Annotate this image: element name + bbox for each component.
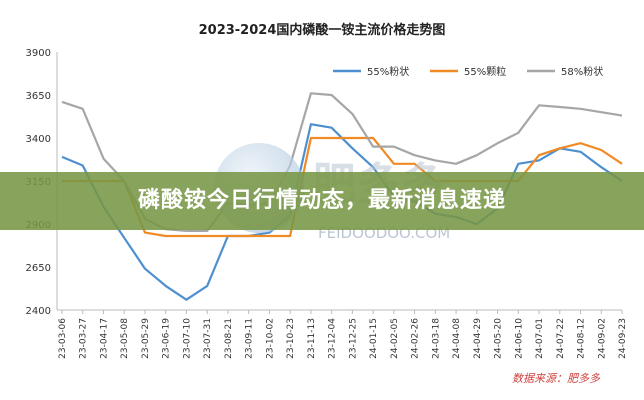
source-note: 数据来源：肥多多 [512, 372, 600, 385]
chart-title: 2023-2024国内磷酸一铵主流价格走势图 [199, 22, 446, 38]
x-tick-label: 23-03-06 [58, 318, 68, 359]
series-line [62, 136, 623, 238]
x-tick-label: 24-04-29 [473, 318, 483, 359]
headline-text: 磷酸铵今日行情动态，最新消息速递 [137, 188, 506, 213]
x-tick-label: 24-01-15 [369, 318, 379, 359]
x-tick-label: 23-11-13 [307, 318, 317, 359]
x-tick-label: 24-06-10 [514, 318, 524, 359]
x-tick-label: 23-10-02 [265, 318, 275, 359]
y-tick-label: 3650 [26, 91, 51, 102]
x-tick-label: 24-02-05 [390, 318, 400, 359]
x-tick-label: 23-05-08 [120, 318, 130, 359]
x-tick-label: 23-06-19 [162, 318, 172, 359]
y-tick-label: 2650 [26, 263, 51, 274]
x-axis-ticks: 23-03-06 23-03-27 23-04-17 23-05-08 23-05-29… [58, 310, 628, 359]
x-tick-label: 23-08-21 [224, 318, 234, 359]
headline-banner [0, 172, 644, 230]
x-tick-label: 23-09-11 [245, 318, 255, 359]
x-tick-label: 24-09-23 [618, 318, 628, 359]
x-tick-label: 24-04-08 [452, 318, 462, 359]
x-tick-label: 24-08-12 [577, 318, 587, 359]
x-tick-label: 23-12-25 [348, 318, 358, 359]
legend-label: 55%粉状 [367, 65, 409, 78]
x-tick-label: 23-07-10 [182, 318, 192, 359]
y-tick-label: 3400 [26, 134, 51, 145]
x-tick-label: 24-07-22 [556, 318, 566, 359]
x-tick-label: 24-05-20 [494, 318, 504, 359]
x-tick-label: 24-03-18 [431, 318, 441, 359]
x-tick-label: 23-03-27 [79, 318, 89, 359]
x-tick-label: 23-04-17 [99, 318, 109, 359]
y-tick-label: 3900 [26, 48, 51, 59]
legend-label: 58%粉状 [561, 65, 603, 78]
x-tick-label: 23-12-04 [328, 318, 338, 359]
legend: 55%粉状 55%颗粒 58%粉状 [333, 65, 603, 78]
x-tick-label: 24-02-26 [411, 318, 421, 359]
x-tick-label: 23-05-29 [141, 318, 151, 359]
y-tick-label: 2400 [26, 306, 51, 317]
x-tick-label: 24-09-02 [597, 318, 607, 359]
legend-label: 55%颗粒 [464, 65, 506, 78]
x-tick-label: 23-10-23 [286, 318, 296, 359]
x-tick-label: 23-07-31 [203, 318, 213, 359]
x-tick-label: 24-07-01 [535, 318, 545, 359]
